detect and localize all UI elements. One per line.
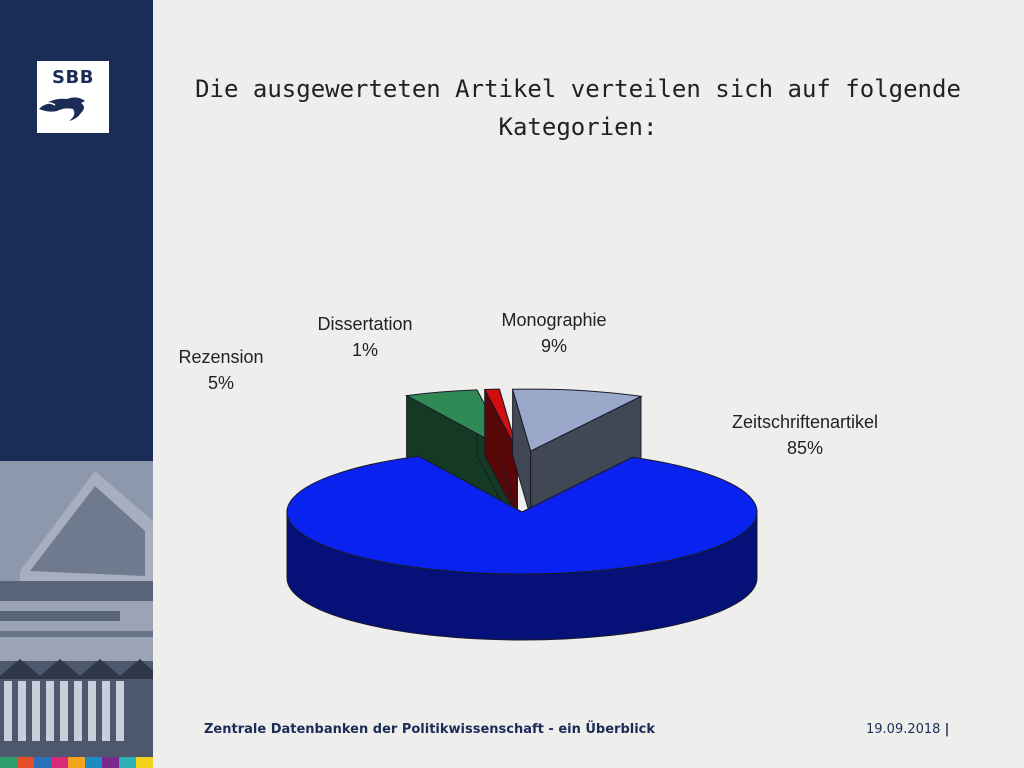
sbb-logo: SBB [37, 61, 109, 133]
slice-value-zeitschriftenartikel: 85% [787, 438, 823, 458]
slice-label-rezension: Rezension [178, 347, 263, 367]
slice-label-zeitschriftenartikel: Zeitschriftenartikel [732, 412, 878, 432]
pie-slice-dissertation [483, 388, 518, 518]
pie-slice-zeitschriftenartikel [286, 455, 758, 641]
footer-text: Zentrale Datenbanken der Politikwissensc… [204, 722, 656, 737]
pie-chart: Zeitschriftenartikel 85% Rezension 5% Disser… [178, 310, 878, 641]
footer-date: 19.09.2018 [866, 722, 941, 737]
sidebar: SBB [0, 0, 153, 768]
slice-label-monographie: Monographie [501, 310, 606, 330]
building-photo [0, 461, 153, 757]
logo-text: SBB [52, 67, 94, 88]
eagle-icon [39, 97, 85, 121]
slice-value-rezension: 5% [208, 373, 234, 393]
slice-value-monographie: 9% [541, 336, 567, 356]
slice-value-dissertation: 1% [352, 340, 378, 360]
pie-slice-monographie [511, 388, 643, 518]
footer-separator: | [944, 722, 950, 737]
footer-date-block: 19.09.2018 | [866, 722, 949, 737]
color-strip [0, 757, 153, 768]
slice-label-dissertation: Dissertation [317, 314, 412, 334]
slide-title: Die ausgewerteten Artikel verteilen sich… [195, 75, 961, 141]
